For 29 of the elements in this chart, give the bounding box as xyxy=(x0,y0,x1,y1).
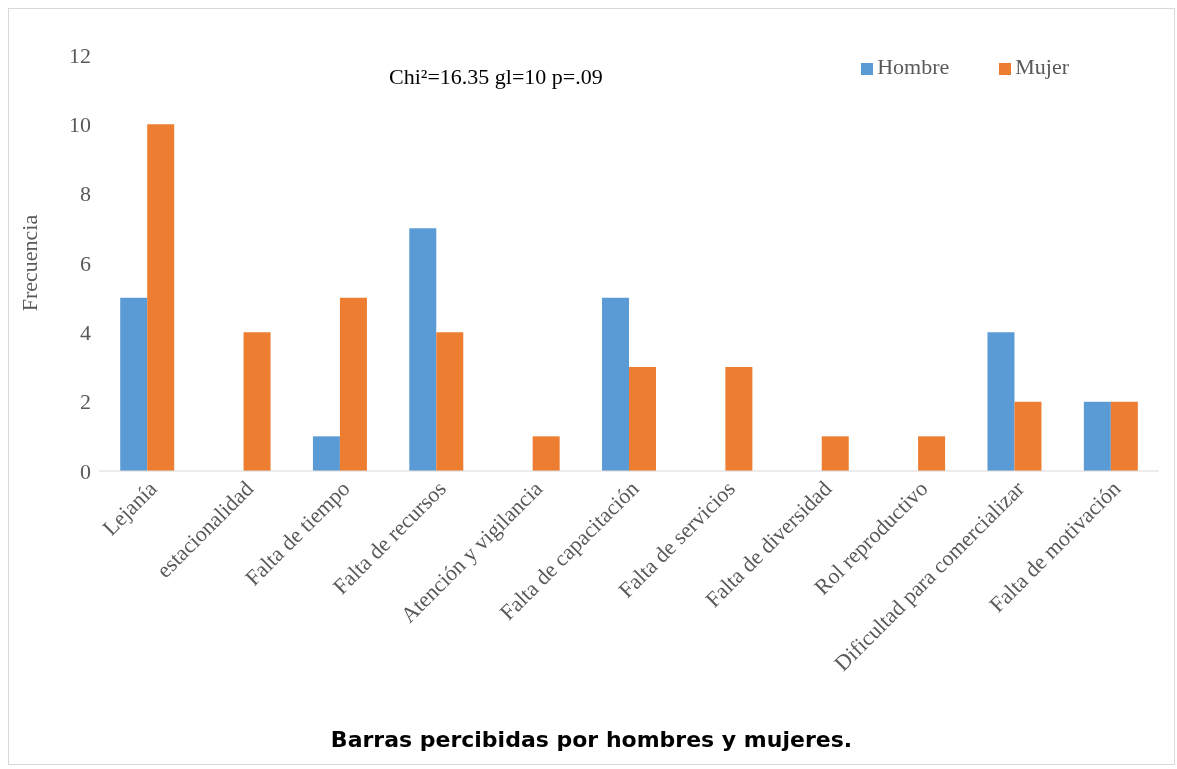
legend-label: Mujer xyxy=(1015,54,1069,79)
bar xyxy=(1110,401,1138,471)
y-tick-label: 12 xyxy=(69,42,91,68)
bar xyxy=(918,436,946,471)
y-tick-label: 8 xyxy=(80,181,91,207)
bar xyxy=(339,297,367,471)
y-axis-title: Frecuencia xyxy=(16,214,42,312)
y-tick-label: 10 xyxy=(69,112,91,138)
bar xyxy=(725,367,753,471)
y-tick-label: 0 xyxy=(80,458,91,484)
bar xyxy=(821,436,849,471)
bar xyxy=(436,332,464,471)
bar xyxy=(409,228,437,471)
legend-label: Hombre xyxy=(877,54,950,79)
y-tick-label: 4 xyxy=(80,320,91,346)
text: Barras percibidas por hombres y mujeres. xyxy=(329,727,854,752)
bar xyxy=(1014,401,1042,471)
y-tick-label: 2 xyxy=(80,389,91,415)
bar xyxy=(987,332,1015,471)
bar xyxy=(120,297,148,471)
bar xyxy=(243,332,271,471)
bar xyxy=(602,297,630,471)
bar xyxy=(147,124,175,471)
y-tick-label: 6 xyxy=(80,250,91,276)
bar xyxy=(532,436,560,471)
annotation: Chi²=16.35 gl=10 p=.09 xyxy=(389,64,603,90)
bar xyxy=(1083,401,1111,471)
bar xyxy=(312,436,340,471)
bar xyxy=(629,367,657,471)
